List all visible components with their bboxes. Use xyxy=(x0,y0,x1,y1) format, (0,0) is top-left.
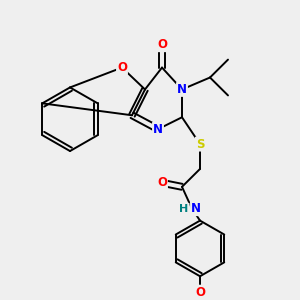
Text: S: S xyxy=(196,138,204,151)
Text: O: O xyxy=(117,61,127,74)
Text: H: H xyxy=(179,204,189,214)
Text: N: N xyxy=(177,83,187,96)
Text: N: N xyxy=(191,202,201,215)
Text: O: O xyxy=(157,38,167,51)
Text: O: O xyxy=(157,176,167,189)
Text: O: O xyxy=(195,286,205,299)
Text: N: N xyxy=(153,123,163,136)
